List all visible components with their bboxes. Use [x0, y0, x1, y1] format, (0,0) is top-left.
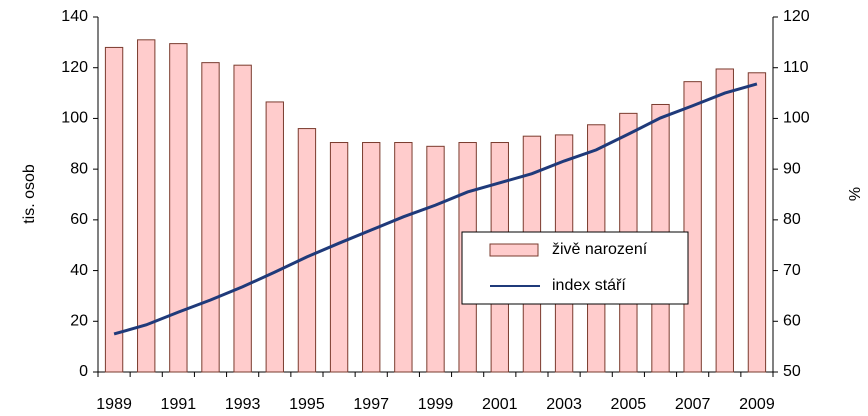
line — [113, 82, 758, 336]
x-tick-label: 1995 — [289, 396, 325, 413]
legend-label: index stáří — [552, 277, 626, 294]
bar — [426, 145, 445, 373]
y-tick-label: 140 — [61, 8, 88, 25]
y2-axis-label: % — [847, 187, 864, 201]
x-tick-label: 2005 — [611, 396, 647, 413]
x-tick-label: 1997 — [353, 396, 389, 413]
y-tick-label: 0 — [79, 363, 88, 380]
bar — [265, 101, 284, 373]
bar — [201, 62, 220, 373]
x-tick-label: 1991 — [161, 396, 197, 413]
x-tick-label: 2009 — [739, 396, 775, 413]
y2-tick-label: 80 — [783, 211, 801, 228]
y2-tick-label: 60 — [783, 313, 801, 330]
x-tick-label: 1993 — [225, 396, 261, 413]
y2-tick-label: 110 — [783, 59, 809, 76]
y-tick-label: 100 — [61, 110, 88, 127]
y2-tick-label: 70 — [783, 262, 801, 279]
bar — [394, 142, 413, 373]
y2-tick-label: 100 — [783, 110, 810, 127]
bar — [233, 64, 252, 373]
y-tick-label: 120 — [61, 59, 88, 76]
bar — [683, 81, 702, 373]
legend-swatch — [489, 243, 539, 257]
bar — [715, 68, 734, 373]
x-tick-label: 1989 — [96, 396, 132, 413]
bar — [362, 142, 381, 373]
y-tick-label: 60 — [70, 211, 88, 228]
bar — [137, 39, 156, 373]
y2-tick-label: 90 — [783, 160, 801, 177]
bar — [169, 43, 188, 373]
bar — [747, 72, 767, 373]
bar — [104, 46, 124, 373]
x-tick-label: 1999 — [418, 396, 454, 413]
y-axis-label: tis. osob — [21, 164, 38, 224]
x-tick-label: 2001 — [482, 396, 518, 413]
bar — [297, 128, 317, 373]
bar — [329, 142, 349, 373]
y-tick-label: 80 — [70, 160, 88, 177]
y-tick-label: 20 — [70, 313, 88, 330]
y-tick-label: 40 — [70, 262, 88, 279]
y2-tick-label: 50 — [783, 363, 801, 380]
y2-tick-label: 120 — [783, 8, 810, 25]
x-tick-label: 2003 — [546, 396, 582, 413]
x-tick-label: 2007 — [675, 396, 711, 413]
legend-label: živě narození — [552, 241, 648, 258]
